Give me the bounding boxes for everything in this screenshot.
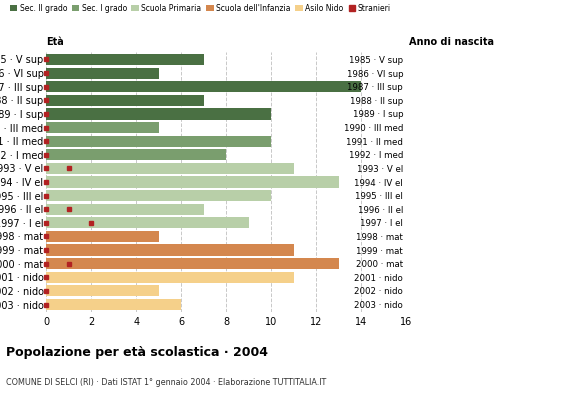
Text: COMUNE DI SELCI (RI) · Dati ISTAT 1° gennaio 2004 · Elaborazione TUTTITALIA.IT: COMUNE DI SELCI (RI) · Dati ISTAT 1° gen… [6,378,326,387]
Bar [46,285,159,296]
Bar [46,54,204,65]
Bar [46,108,271,120]
Bar [46,204,204,215]
Bar [46,299,182,310]
Bar [46,190,271,201]
Bar [46,231,159,242]
Bar [46,81,361,92]
Bar [46,272,293,283]
Text: Popolazione per età scolastica · 2004: Popolazione per età scolastica · 2004 [6,346,268,359]
Bar [46,244,293,256]
Bar [46,136,271,147]
Bar [46,95,204,106]
Bar [46,149,226,160]
Text: Anno di nascita: Anno di nascita [409,37,494,47]
Legend: Sec. II grado, Sec. I grado, Scuola Primaria, Scuola dell'Infanzia, Asilo Nido, : Sec. II grado, Sec. I grado, Scuola Prim… [10,4,391,13]
Bar [46,163,293,174]
Bar [46,176,339,188]
Bar [46,122,159,133]
Bar [46,258,339,269]
Bar [46,217,249,228]
Bar [46,68,159,79]
Text: Età: Età [46,37,64,47]
